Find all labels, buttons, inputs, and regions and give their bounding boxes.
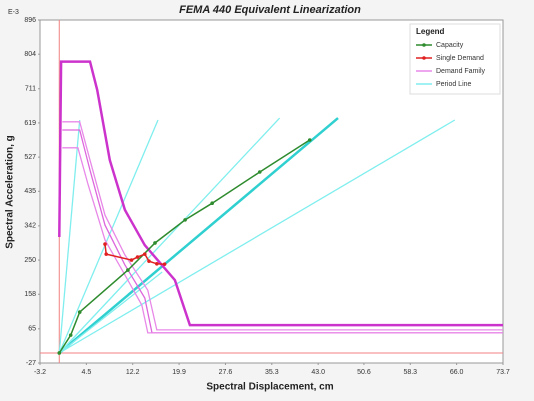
y-tick-label: 804 bbox=[24, 51, 36, 58]
point bbox=[183, 218, 187, 222]
x-tick-label: 73.7 bbox=[496, 369, 510, 376]
x-tick-label: 58.3 bbox=[403, 369, 417, 376]
legend-label: Single Demand bbox=[436, 55, 484, 62]
curve bbox=[58, 117, 339, 354]
x-tick-label: -3.2 bbox=[34, 369, 46, 376]
point bbox=[103, 242, 107, 246]
y-tick-label: 435 bbox=[24, 188, 36, 195]
y-axis-title: Spectral Acceleration, g bbox=[5, 135, 16, 249]
legend-marker bbox=[422, 56, 426, 60]
curve bbox=[58, 117, 281, 354]
point bbox=[307, 138, 312, 142]
y-tick-label: -27 bbox=[26, 360, 36, 367]
point bbox=[57, 351, 62, 355]
curve bbox=[58, 119, 159, 354]
legend-title: Legend bbox=[416, 27, 445, 36]
y-multiplier: E-3 bbox=[8, 9, 19, 16]
y-tick-label: 65 bbox=[28, 326, 36, 333]
point bbox=[153, 241, 157, 245]
point bbox=[68, 333, 73, 337]
point bbox=[135, 255, 140, 259]
x-axis-title: Spectral Displacement, cm bbox=[206, 382, 333, 393]
x-tick-label: 35.3 bbox=[265, 369, 279, 376]
curve bbox=[62, 121, 503, 331]
point bbox=[155, 261, 159, 266]
point bbox=[210, 201, 214, 206]
point bbox=[104, 252, 109, 256]
point bbox=[77, 310, 82, 314]
point bbox=[129, 258, 134, 262]
x-tick-label: 50.6 bbox=[357, 369, 371, 376]
x-tick-label: 66.0 bbox=[450, 369, 464, 376]
point bbox=[147, 259, 151, 263]
x-tick-label: 27.6 bbox=[219, 369, 233, 376]
point bbox=[142, 252, 147, 256]
y-tick-label: 250 bbox=[24, 257, 36, 264]
point bbox=[257, 170, 262, 174]
y-tick-label: 619 bbox=[24, 120, 36, 127]
y-tick-label: 711 bbox=[25, 86, 36, 93]
x-tick-label: 12.2 bbox=[126, 369, 140, 376]
legend-label: Demand Family bbox=[436, 68, 486, 75]
y-tick-label: 896 bbox=[24, 17, 36, 24]
curve bbox=[58, 119, 81, 354]
y-tick-label: 527 bbox=[24, 154, 36, 161]
chart-title: FEMA 440 Equivalent Linearization bbox=[179, 4, 361, 16]
curve bbox=[58, 119, 456, 354]
y-tick-label: 158 bbox=[24, 291, 36, 298]
y-tick-label: 342 bbox=[24, 223, 36, 230]
point bbox=[126, 268, 130, 272]
x-tick-label: 19.9 bbox=[172, 369, 186, 376]
curve bbox=[62, 147, 503, 334]
point bbox=[162, 262, 167, 266]
x-tick-label: 4.5 bbox=[81, 369, 91, 376]
x-tick-label: 43.0 bbox=[311, 369, 325, 376]
curve bbox=[58, 60, 503, 327]
curve bbox=[62, 129, 503, 334]
legend-label: Period Line bbox=[436, 81, 472, 88]
legend-label: Capacity bbox=[436, 42, 464, 49]
legend-marker bbox=[422, 43, 426, 47]
